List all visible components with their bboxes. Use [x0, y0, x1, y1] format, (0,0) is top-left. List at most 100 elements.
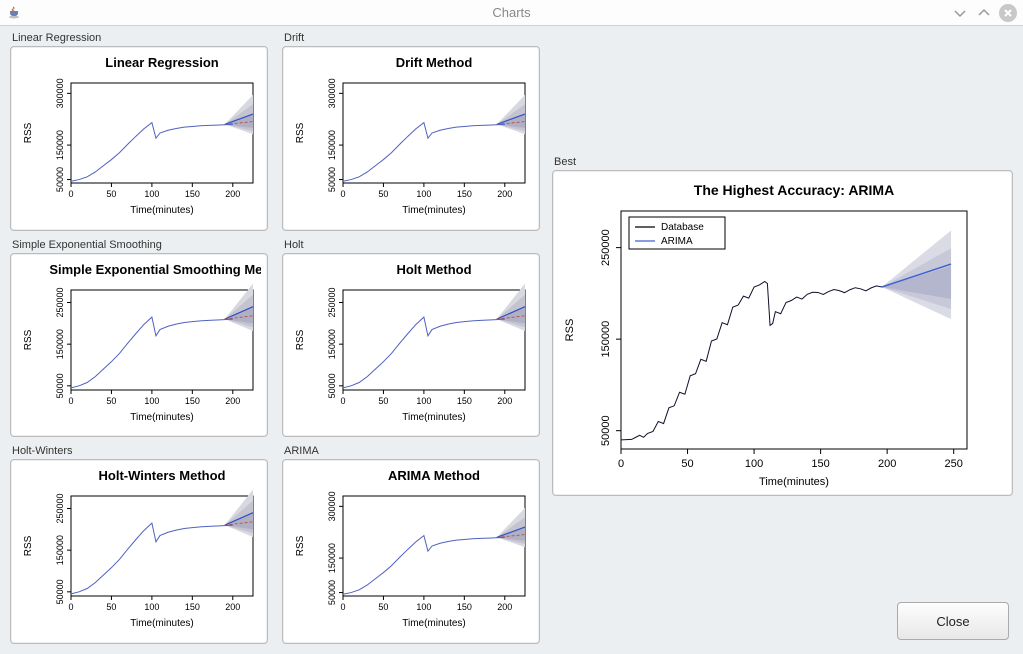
best-panel: The Highest Accuracy: ARIMA0501001502002…: [552, 170, 1013, 496]
svg-text:RSS: RSS: [295, 536, 306, 557]
svg-text:Drift Method: Drift Method: [396, 55, 473, 70]
svg-text:Time(minutes): Time(minutes): [402, 618, 466, 629]
svg-text:50: 50: [106, 189, 116, 199]
svg-text:250000: 250000: [327, 287, 337, 317]
svg-text:Time(minutes): Time(minutes): [402, 412, 466, 423]
svg-text:150000: 150000: [55, 130, 65, 160]
svg-text:150: 150: [457, 602, 472, 612]
group-label: Simple Exponential Smoothing: [10, 239, 268, 251]
svg-text:200: 200: [878, 458, 896, 470]
svg-text:50: 50: [378, 189, 388, 199]
svg-text:50: 50: [681, 458, 693, 470]
svg-text:50000: 50000: [55, 167, 65, 192]
chart-panel: ARIMA Method050100150200Time(minutes)500…: [282, 459, 540, 644]
svg-text:150: 150: [811, 458, 829, 470]
svg-text:300000: 300000: [327, 492, 337, 522]
chart-group-3: HoltHolt Method050100150200Time(minutes)…: [282, 239, 540, 438]
svg-text:150000: 150000: [327, 543, 337, 573]
svg-text:50: 50: [378, 396, 388, 406]
chart-group-0: Linear Regression Linear Regression 0 50 100…: [10, 32, 268, 231]
svg-text:50000: 50000: [55, 373, 65, 398]
svg-text:50000: 50000: [55, 580, 65, 605]
svg-text:150000: 150000: [327, 130, 337, 160]
chart-group-1: DriftDrift Method050100150200Time(minute…: [282, 32, 540, 231]
svg-text:50: 50: [378, 602, 388, 612]
svg-text:Time(minutes): Time(minutes): [759, 476, 829, 488]
svg-text:150: 150: [457, 396, 472, 406]
chart-grid: Linear Regression Linear Regression 0 50 100…: [10, 32, 540, 644]
svg-text:50000: 50000: [327, 580, 337, 605]
chart-panel: Linear Regression 0 50 100 150 200 Time(minute…: [10, 46, 268, 231]
svg-text:250000: 250000: [55, 494, 65, 524]
chart-panel: Drift Method050100150200Time(minutes)500…: [282, 46, 540, 231]
chart-group-5: ARIMAARIMA Method050100150200Time(minute…: [282, 445, 540, 644]
chart-panel: Holt-Winters Method 0 50 100 150 200 Time(minu…: [10, 459, 268, 644]
svg-text:250000: 250000: [600, 229, 612, 266]
java-cup-icon: [6, 5, 22, 21]
svg-text:RSS: RSS: [295, 122, 306, 143]
svg-text:0: 0: [340, 189, 345, 199]
svg-text:200: 200: [497, 602, 512, 612]
svg-text:150: 150: [457, 189, 472, 199]
svg-text:100: 100: [416, 602, 431, 612]
svg-text:RSS: RSS: [295, 329, 306, 350]
right-column: Best The Highest Accuracy: ARIMA05010015…: [552, 32, 1013, 644]
group-label: Drift: [282, 32, 540, 44]
svg-text:Holt-Winters Method: Holt-Winters Method: [99, 468, 226, 483]
svg-text:ARIMA Method: ARIMA Method: [388, 468, 480, 483]
group-label: Holt-Winters: [10, 445, 268, 457]
svg-text:100: 100: [144, 396, 159, 406]
window-controls: [951, 4, 1017, 22]
svg-text:100: 100: [745, 458, 763, 470]
svg-text:RSS: RSS: [23, 536, 34, 557]
svg-text:150000: 150000: [55, 535, 65, 565]
svg-text:100: 100: [416, 396, 431, 406]
svg-text:50: 50: [106, 602, 116, 612]
svg-text:50: 50: [106, 396, 116, 406]
svg-text:150000: 150000: [55, 329, 65, 359]
svg-text:Database: Database: [661, 222, 704, 233]
svg-text:100: 100: [144, 189, 159, 199]
svg-text:ARIMA: ARIMA: [661, 236, 693, 247]
app-window: Charts Linear RegressionLinear Regressio…: [0, 0, 1023, 654]
svg-text:Holt Method: Holt Method: [396, 262, 471, 277]
chart-group-2: Simple Exponential SmoothingSimple Expon…: [10, 239, 268, 438]
svg-text:100: 100: [144, 602, 159, 612]
svg-text:250: 250: [945, 458, 963, 470]
svg-text:0: 0: [68, 602, 73, 612]
close-icon[interactable]: [999, 4, 1017, 22]
svg-text:50000: 50000: [327, 373, 337, 398]
chart-panel: Simple Exponential Smoothing Meth0501001…: [10, 253, 268, 438]
svg-text:Time(minutes): Time(minutes): [130, 412, 194, 423]
close-button[interactable]: Close: [897, 602, 1009, 640]
svg-text:RSS: RSS: [23, 122, 34, 143]
chart-panel: Holt Method050100150200Time(minutes)5000…: [282, 253, 540, 438]
chart-group-4: Holt-Winters Holt-Winters Method 0 50 100 150…: [10, 445, 268, 644]
svg-text:Time(minutes): Time(minutes): [130, 205, 194, 216]
svg-text:300000: 300000: [55, 78, 65, 108]
titlebar: Charts: [0, 0, 1023, 26]
best-group: Best The Highest Accuracy: ARIMA05010015…: [552, 156, 1013, 496]
svg-text:0: 0: [618, 458, 624, 470]
maximize-icon[interactable]: [975, 4, 993, 22]
svg-text:0: 0: [68, 189, 73, 199]
svg-text:0: 0: [68, 396, 73, 406]
svg-text:0: 0: [340, 396, 345, 406]
svg-text:150: 150: [185, 602, 200, 612]
svg-text:200: 200: [225, 602, 240, 612]
group-label: ARIMA: [282, 445, 540, 457]
group-label: Linear Regression: [10, 32, 268, 44]
svg-text:250000: 250000: [55, 287, 65, 317]
svg-text:150000: 150000: [327, 329, 337, 359]
svg-text:200: 200: [225, 396, 240, 406]
svg-text:100: 100: [416, 189, 431, 199]
svg-text:Time(minutes): Time(minutes): [402, 205, 466, 216]
group-label: Holt: [282, 239, 540, 251]
svg-text:150: 150: [185, 189, 200, 199]
svg-text:Time(minutes): Time(minutes): [130, 618, 194, 629]
svg-text:200: 200: [225, 189, 240, 199]
svg-text:50000: 50000: [327, 167, 337, 192]
svg-text:RSS: RSS: [564, 319, 576, 342]
minimize-icon[interactable]: [951, 4, 969, 22]
svg-text:Linear Regression: Linear Regression: [105, 55, 218, 70]
